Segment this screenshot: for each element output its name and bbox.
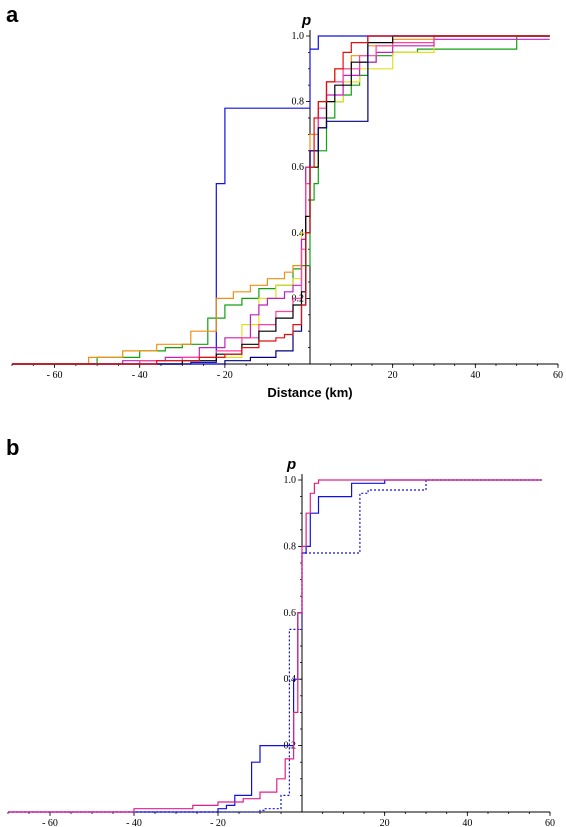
series-line-2 — [8, 479, 542, 813]
series-line-3 — [8, 479, 542, 813]
x-tick-label: - 40 — [132, 370, 148, 381]
y-axis-label-a: p — [301, 12, 311, 29]
series-line-9 — [12, 35, 550, 365]
x-tick-label: 20 — [380, 818, 390, 827]
series-line-8 — [12, 35, 550, 365]
ticks-a: - 60- 40- 20 20 40 600.20.40.60.81.0 — [11, 31, 563, 381]
x-tick-label: - 60 — [47, 370, 63, 381]
x-tick-label: - 60 — [42, 818, 58, 827]
y-axis-label-b: p — [286, 456, 296, 473]
panel-letter-b: b — [6, 435, 19, 460]
series-line-1 — [8, 479, 542, 813]
x-tick-label: 20 — [388, 370, 398, 381]
series-line-3 — [12, 35, 550, 365]
panel-letter-a: a — [6, 2, 19, 27]
series-a — [12, 35, 550, 365]
x-tick-label: 40 — [470, 370, 480, 381]
series-line-7 — [12, 35, 550, 365]
x-tick-label: 40 — [462, 818, 472, 827]
x-tick-label: - 20 — [217, 370, 233, 381]
x-tick-label: - 40 — [126, 818, 142, 827]
y-tick-label: 0.4 — [292, 228, 305, 239]
x-tick-label: - 20 — [210, 818, 226, 827]
series-line-4 — [12, 35, 550, 365]
x-axis-label-a: Distance (km) — [267, 385, 352, 400]
series-line-2 — [12, 35, 550, 365]
y-tick-label: 1.0 — [284, 475, 297, 486]
x-tick-label: 60 — [545, 818, 555, 827]
y-tick-label: 0.8 — [292, 97, 305, 108]
series-line-1 — [12, 35, 550, 365]
ticks-b: - 60- 40- 20 20 40 600.20.40.60.81.0 — [7, 475, 555, 827]
series-b — [8, 479, 542, 813]
y-tick-label: 0.6 — [292, 162, 305, 173]
panel-b: b p - 60- 40- 20 20 40 600.20.40.60.81.0 — [6, 435, 555, 827]
x-tick-label: 60 — [553, 370, 563, 381]
panel-a: a p Distance (km) - 60- 40- 20 20 40 600.20… — [6, 2, 563, 400]
axes-a — [12, 30, 558, 365]
series-line-5 — [12, 38, 550, 365]
axes-b — [8, 474, 550, 813]
y-tick-label: 1.0 — [292, 31, 305, 42]
y-tick-label: 0.6 — [284, 608, 297, 619]
series-line-6 — [12, 35, 550, 365]
y-tick-label: 0.8 — [284, 541, 297, 552]
